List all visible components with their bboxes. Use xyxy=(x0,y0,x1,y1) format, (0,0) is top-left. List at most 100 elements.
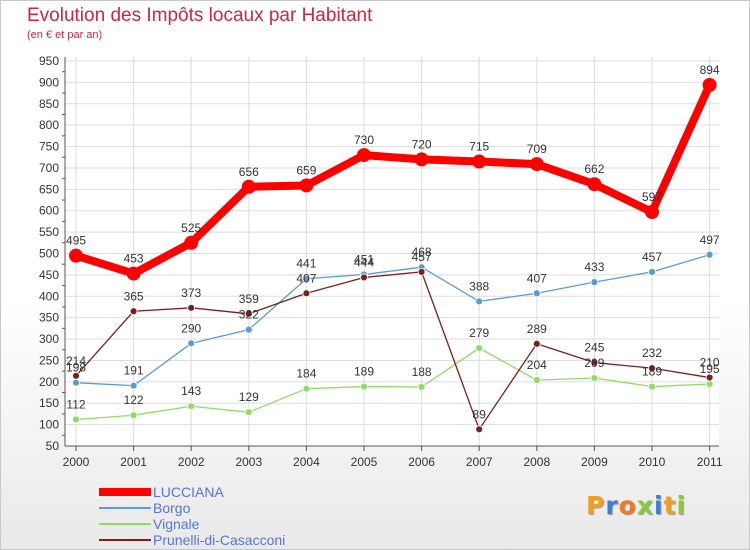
y-tick-label: 350 xyxy=(39,311,59,325)
y-tick-label: 150 xyxy=(39,396,59,410)
data-label: 457 xyxy=(412,250,432,264)
data-point xyxy=(72,371,80,380)
data-label: 89 xyxy=(473,407,487,421)
data-label: 191 xyxy=(124,364,144,378)
data-point xyxy=(184,235,199,250)
series-line-borgo xyxy=(75,254,711,387)
data-point xyxy=(302,384,311,393)
data-label: 730 xyxy=(354,133,374,147)
data-label: 322 xyxy=(239,308,259,322)
data-point xyxy=(360,382,368,391)
data-point xyxy=(529,157,544,172)
data-point xyxy=(532,289,541,298)
y-tick-label: 500 xyxy=(39,247,59,261)
y-tick-label: 400 xyxy=(39,289,59,303)
data-label: 129 xyxy=(239,390,259,404)
data-label: 204 xyxy=(527,358,547,372)
x-tick-label: 2001 xyxy=(120,455,147,469)
y-tick-label: 550 xyxy=(39,225,59,239)
data-label: 365 xyxy=(124,289,144,303)
data-label: 209 xyxy=(584,356,604,370)
data-point xyxy=(187,339,196,348)
data-label: 195 xyxy=(700,362,720,376)
data-label: 720 xyxy=(412,137,432,151)
data-label: 373 xyxy=(181,286,201,300)
x-tick-label: 2009 xyxy=(581,455,608,469)
legend-swatch xyxy=(99,539,151,541)
data-point xyxy=(702,77,717,92)
data-point xyxy=(417,383,426,391)
x-tick-label: 2008 xyxy=(523,455,550,469)
legend-swatch xyxy=(99,523,151,525)
legend-swatch xyxy=(99,488,151,496)
y-tick-label: 450 xyxy=(39,268,59,282)
data-point xyxy=(414,152,429,167)
data-label: 894 xyxy=(700,63,720,77)
legend-label: Borgo xyxy=(153,500,191,516)
chart-subtitle: (en € et par an) xyxy=(27,29,103,41)
data-label: 715 xyxy=(469,140,489,154)
data-point xyxy=(705,373,714,382)
data-label: 189 xyxy=(354,365,374,379)
data-label: 525 xyxy=(181,221,201,235)
legend-label: Vignale xyxy=(153,516,200,532)
series-line-lucciana xyxy=(72,80,714,278)
data-point xyxy=(129,411,138,420)
data-point xyxy=(357,148,371,163)
data-label: 214 xyxy=(66,354,86,368)
data-point xyxy=(187,303,196,312)
data-label: 198 xyxy=(66,361,86,375)
data-point xyxy=(360,273,368,282)
y-tick-label: 850 xyxy=(39,97,59,111)
data-point xyxy=(645,205,659,220)
data-point xyxy=(72,415,80,424)
data-point xyxy=(648,382,656,391)
plot-area xyxy=(65,57,719,446)
data-label: 457 xyxy=(642,250,662,264)
data-label: 210 xyxy=(700,356,720,370)
data-point xyxy=(129,381,138,390)
y-tick-label: 250 xyxy=(39,353,59,367)
data-point xyxy=(241,179,256,194)
data-label: 659 xyxy=(296,163,316,177)
data-point xyxy=(69,248,83,263)
x-tick-label: 2007 xyxy=(466,455,493,469)
data-point xyxy=(705,380,714,388)
data-label: 451 xyxy=(354,252,374,266)
data-point xyxy=(475,425,484,434)
y-tick-label: 50 xyxy=(46,439,60,453)
data-point xyxy=(244,408,253,417)
data-label: 189 xyxy=(642,365,662,379)
data-label: 597 xyxy=(642,190,662,204)
data-label: 656 xyxy=(239,165,259,179)
data-point xyxy=(244,309,253,318)
data-label: 709 xyxy=(527,142,547,156)
data-label: 497 xyxy=(700,233,720,247)
y-tick-label: 650 xyxy=(39,182,59,196)
x-tick-label: 2000 xyxy=(63,455,90,469)
data-label: 388 xyxy=(469,279,489,293)
data-point xyxy=(302,274,311,283)
data-label: 495 xyxy=(66,234,86,248)
series-line-vignale xyxy=(75,347,711,421)
data-label: 290 xyxy=(181,321,201,335)
legend-swatch xyxy=(99,507,151,509)
data-label: 122 xyxy=(124,393,144,407)
y-tick-label: 100 xyxy=(39,418,59,432)
data-label: 407 xyxy=(296,271,316,285)
legend-label: LUCCIANA xyxy=(153,484,224,500)
series-line-prunelli-di-casacconi xyxy=(75,271,711,430)
y-tick-label: 900 xyxy=(39,75,59,89)
data-label: 143 xyxy=(181,384,201,398)
legend-label: Prunelli-di-Casacconi xyxy=(153,532,286,548)
data-point xyxy=(590,278,599,287)
y-tick-label: 750 xyxy=(39,140,59,154)
data-point xyxy=(302,289,311,298)
data-point xyxy=(187,402,196,411)
y-tick-label: 600 xyxy=(39,204,59,218)
data-label: 245 xyxy=(584,341,604,355)
data-point xyxy=(72,378,80,387)
data-label: 407 xyxy=(527,271,547,285)
data-point xyxy=(472,154,487,169)
x-tick-label: 2002 xyxy=(178,455,205,469)
